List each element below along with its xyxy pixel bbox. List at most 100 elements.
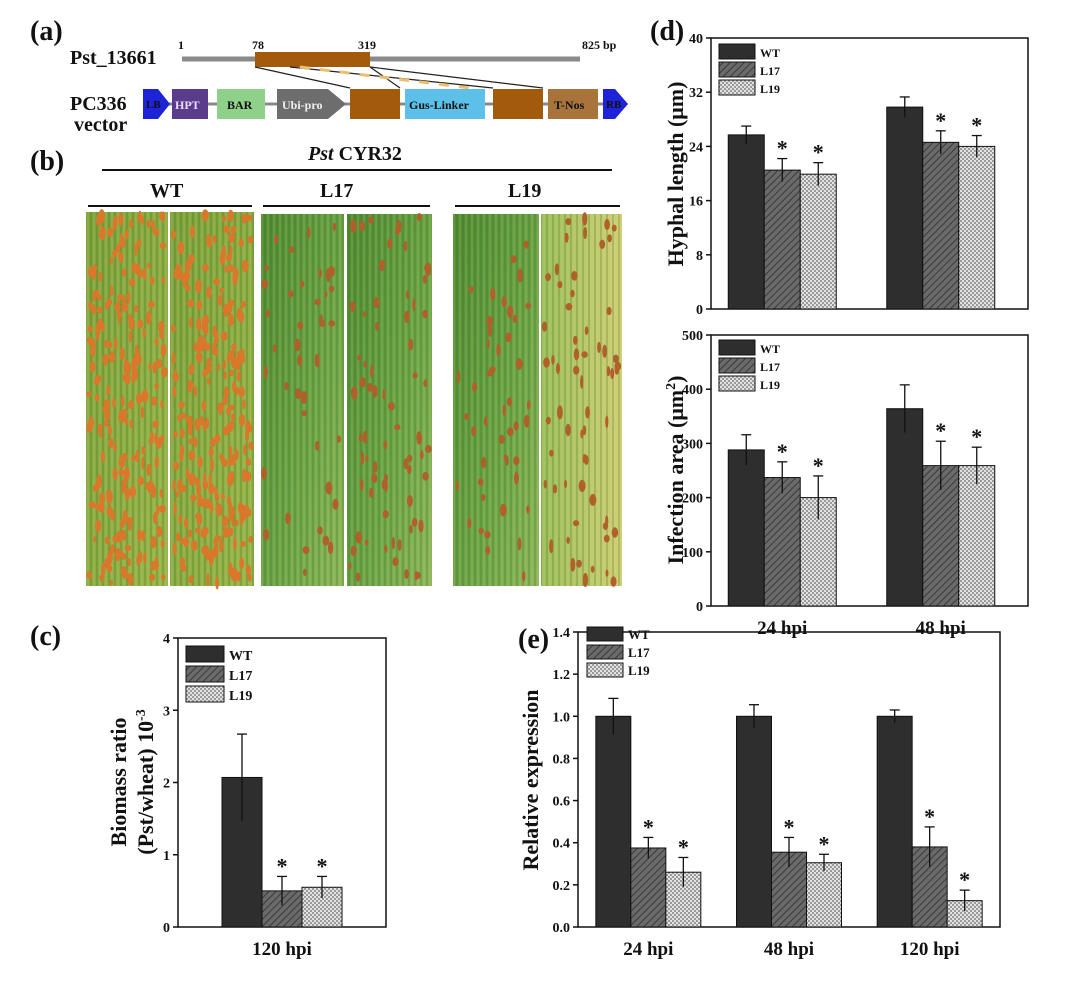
rust-pustule — [148, 362, 152, 371]
rust-pustule — [122, 452, 128, 461]
rust-pustule — [147, 463, 152, 476]
rust-pustule — [219, 251, 226, 266]
rust-pustule — [184, 517, 189, 529]
rust-pustule — [404, 310, 410, 323]
rust-pustule — [245, 458, 251, 466]
rust-pustule — [196, 513, 203, 526]
rust-pustule — [355, 572, 361, 582]
rust-pustule — [300, 280, 305, 288]
rust-pustule — [159, 505, 166, 513]
rust-pustule — [154, 557, 159, 571]
rust-pustule — [118, 410, 123, 418]
rust-pustule — [526, 505, 530, 514]
rust-pustule — [171, 323, 176, 333]
rust-pustule — [134, 344, 139, 359]
rust-pustule — [129, 219, 134, 229]
rust-pustule — [213, 536, 218, 548]
rust-pustule — [228, 369, 234, 377]
y-tick-label: 16 — [689, 195, 703, 210]
bar-l19 — [946, 900, 983, 928]
rust-pustule — [156, 358, 163, 369]
rust-pustule — [140, 406, 145, 419]
rust-pustule — [115, 244, 121, 253]
rust-pustule — [517, 537, 522, 551]
tick-319: 319 — [358, 38, 376, 52]
rust-pustule — [387, 401, 395, 411]
rust-pustule — [501, 296, 507, 308]
rust-pustule — [202, 421, 207, 432]
rust-pustule — [416, 213, 422, 221]
rust-pustule — [407, 464, 412, 474]
legend-label: WT — [628, 627, 650, 642]
rust-pustule — [127, 557, 131, 567]
rust-pustule — [486, 315, 493, 327]
rust-pustule — [106, 389, 110, 397]
rust-pustule — [201, 209, 209, 222]
rust-pustule — [565, 218, 572, 226]
rust-pustule — [384, 473, 388, 482]
significance-star: * — [813, 453, 824, 478]
rust-pustule — [405, 290, 409, 299]
tick-825: 825 bp — [582, 38, 617, 52]
legend-swatch — [185, 685, 225, 703]
bar-wt — [595, 715, 632, 928]
rust-pustule — [180, 537, 185, 545]
rust-pustule — [202, 480, 209, 490]
legend-swatch — [718, 79, 756, 96]
rust-pustule — [464, 413, 470, 420]
rust-pustule — [414, 571, 419, 581]
y-tick-label: 200 — [682, 492, 703, 507]
rust-pustule — [203, 337, 207, 348]
leaf-l17-2 — [347, 213, 432, 586]
strain-prefix: Pst — [307, 143, 335, 165]
rust-pustule — [606, 366, 611, 377]
bar-l19 — [799, 173, 837, 310]
significance-star: * — [924, 804, 935, 829]
rust-pustule — [365, 539, 369, 546]
rust-pustule — [183, 270, 191, 281]
rust-pustule — [187, 425, 193, 436]
rust-pustule — [502, 404, 506, 417]
rust-pustule — [611, 527, 619, 538]
rb-label: RB — [606, 99, 622, 111]
rust-pustule — [207, 377, 211, 385]
rust-pustule — [195, 279, 202, 293]
rust-pustule — [228, 264, 234, 273]
rust-pustule — [571, 271, 578, 281]
rust-pustule — [232, 272, 238, 286]
rust-pustule — [370, 364, 374, 379]
rust-pustule — [179, 449, 184, 462]
rust-pustule — [175, 264, 180, 277]
rust-pustule — [106, 489, 110, 496]
rust-pustule — [88, 266, 94, 278]
significance-star: * — [678, 834, 689, 859]
legend-swatch — [718, 43, 756, 60]
rust-pustule — [245, 564, 251, 576]
strain-name: CYR32 — [339, 143, 402, 165]
rust-pustule — [173, 502, 177, 516]
rust-pustule — [358, 433, 363, 443]
rust-pustule — [89, 361, 96, 373]
tnos-label: T-Nos — [554, 98, 585, 112]
rust-pustule — [121, 294, 126, 305]
significance-star: * — [317, 853, 328, 878]
rust-pustule — [121, 394, 125, 408]
rust-pustule — [114, 303, 119, 311]
rust-pustule — [214, 434, 221, 444]
rust-pustule — [161, 573, 166, 581]
legend-swatch — [718, 61, 756, 78]
rust-pustule — [188, 381, 194, 391]
rust-pustule — [456, 370, 461, 384]
rust-pustule — [121, 553, 127, 560]
rust-pustule — [212, 325, 217, 337]
significance-star: * — [784, 814, 795, 839]
rust-pustule — [194, 477, 200, 486]
rust-pustule — [113, 442, 117, 452]
rust-pustule — [112, 467, 118, 481]
rust-pustule — [226, 496, 231, 505]
panel-b: (b) Pst CYR32 WT L17 L19 — [30, 143, 622, 590]
rust-pustule — [336, 435, 341, 443]
rust-pustule — [147, 301, 155, 309]
rust-pustule — [581, 351, 588, 358]
rust-pustule — [116, 311, 123, 318]
